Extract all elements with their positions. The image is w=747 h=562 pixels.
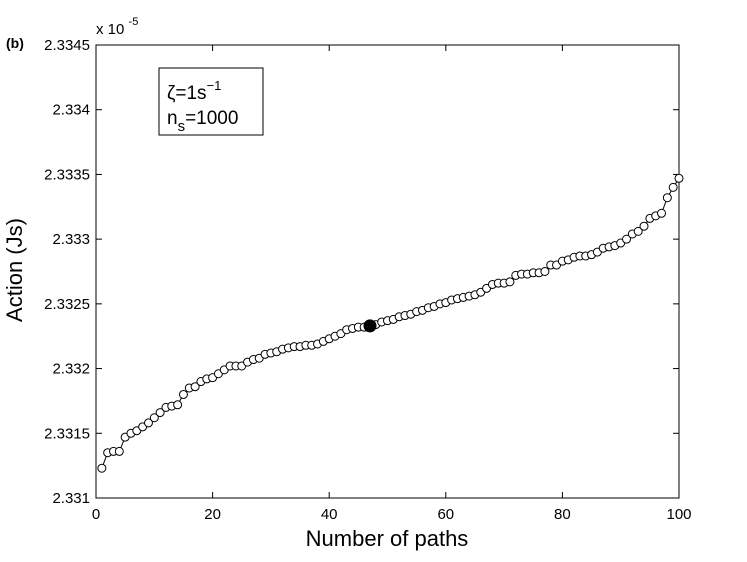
y-tick-label: 2.3315 (44, 425, 90, 442)
x-axis-ticks: 0 20 40 60 80 100 (92, 45, 692, 523)
y-tick-label: 2.3325 (44, 296, 90, 313)
legend-n-symbol: n (167, 108, 178, 129)
plot-area-frame (95, 44, 680, 499)
y-axis-ticks: 2.331 2.3315 2.332 2.3325 2.333 2.3335 2.334 2.… (44, 37, 679, 507)
y-tick-label: 2.332 (52, 361, 90, 378)
data-point (657, 208, 667, 218)
x-tick-label: 60 (437, 506, 454, 523)
y-tick-label: 2.3345 (44, 37, 90, 54)
data-point (674, 173, 684, 183)
x-tick-label: 100 (666, 506, 691, 523)
y-axis-title: Action (Js) (2, 218, 27, 322)
data-point (149, 413, 159, 423)
legend-frame (158, 67, 264, 136)
data-point (173, 400, 183, 410)
data-point (540, 267, 550, 276)
y-tick-label: 2.333 (52, 231, 90, 248)
x-tick-label: 20 (204, 506, 221, 523)
data-point (662, 193, 672, 203)
data-point (639, 221, 649, 231)
legend-zeta-symbol: ζ (167, 83, 176, 104)
data-point (190, 382, 200, 392)
x-tick-label: 0 (92, 506, 100, 523)
y-multiplier-label: x 10 -5 (96, 16, 138, 38)
data-point (155, 408, 165, 418)
legend-line-zeta: ζ=1s−1 (167, 78, 221, 104)
legend-box: ζ=1s−1 ns=1000 (158, 67, 264, 136)
y-tick-label: 2.3335 (44, 166, 90, 183)
y-multiplier-base: x 10 (96, 21, 124, 38)
panel-label: (b) (6, 35, 24, 51)
data-point (622, 234, 632, 244)
legend-zeta-exponent: −1 (207, 78, 222, 93)
data-point (633, 226, 643, 236)
legend-n-subscript: s (178, 118, 186, 135)
x-axis-title: Number of paths (306, 526, 469, 551)
data-point (668, 182, 678, 192)
data-point (143, 418, 153, 428)
data-point (505, 277, 515, 287)
legend-zeta-value: =1s (175, 83, 206, 104)
series-markers (97, 173, 684, 473)
y-multiplier-exponent: -5 (129, 16, 139, 28)
y-tick-label: 2.334 (52, 102, 90, 119)
legend-n-value: =1000 (185, 108, 238, 129)
x-tick-label: 40 (321, 506, 338, 523)
data-point (178, 389, 188, 399)
legend-line-ns: ns=1000 (167, 108, 238, 135)
y-tick-label: 2.331 (52, 490, 90, 507)
data-point (97, 463, 107, 473)
x-tick-label: 80 (554, 506, 571, 523)
highlight-point (363, 319, 377, 333)
data-point (114, 446, 124, 456)
